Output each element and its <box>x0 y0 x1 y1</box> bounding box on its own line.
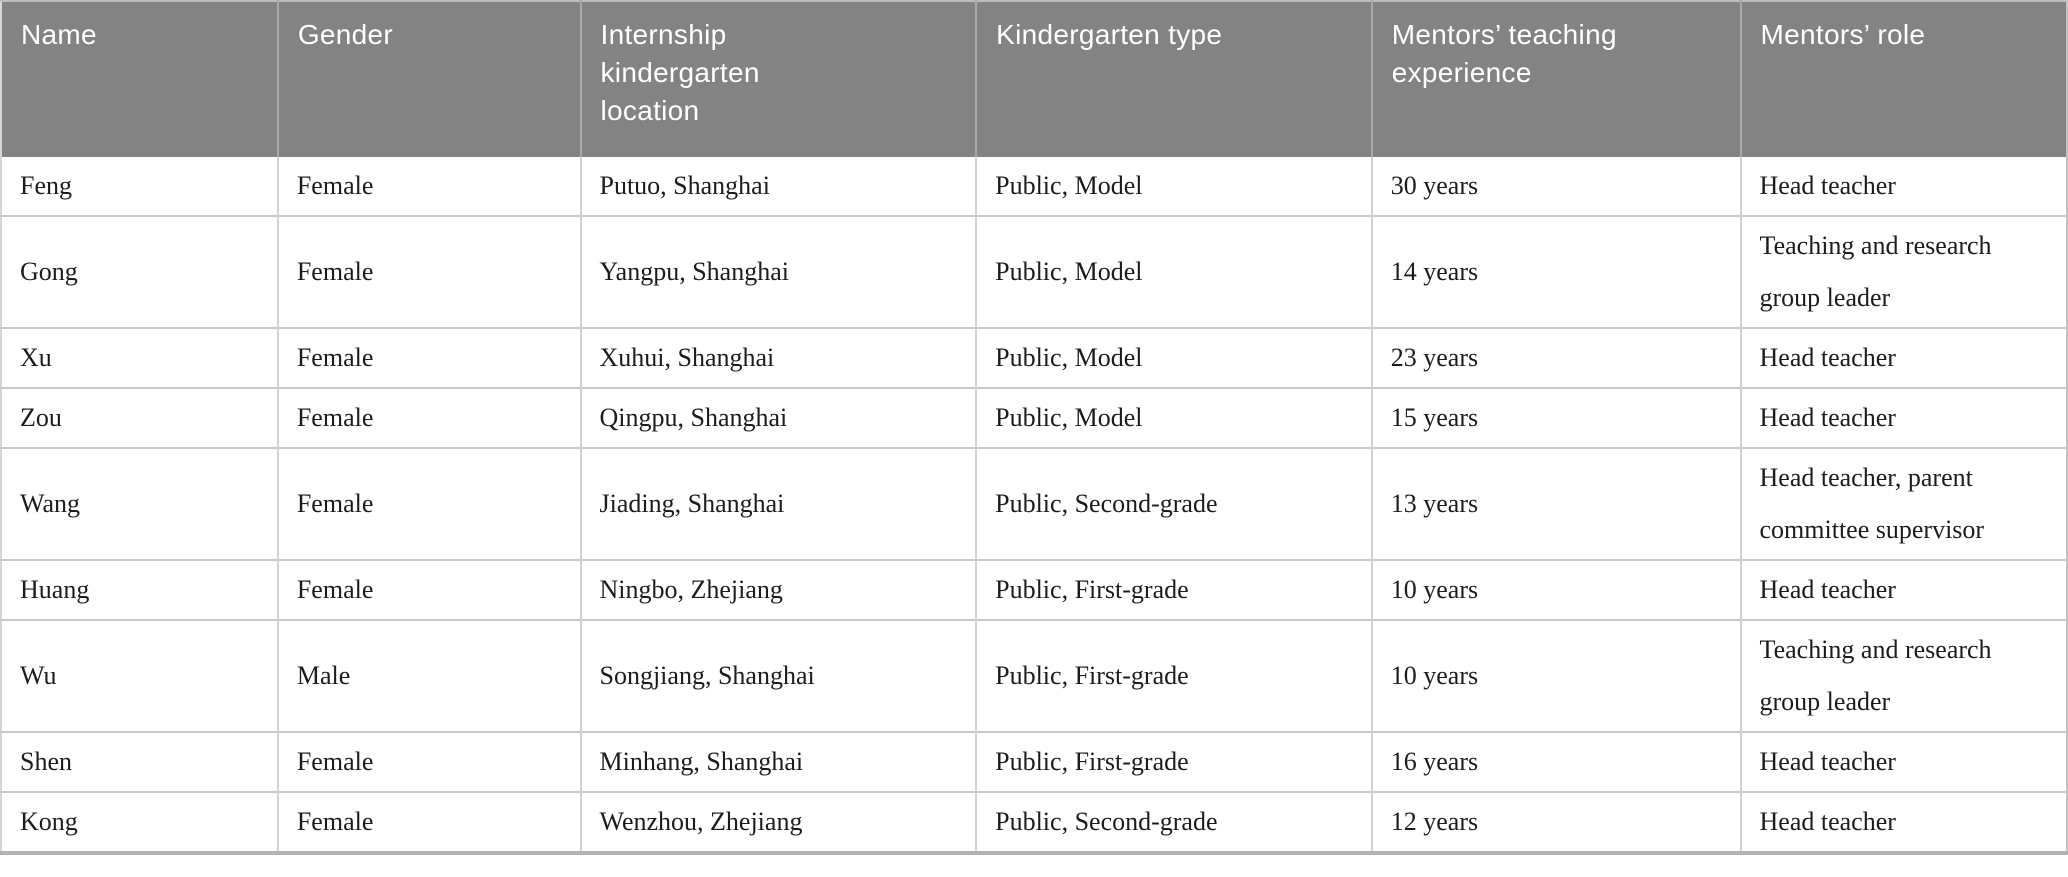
cell-type: Public, Model <box>976 215 1373 328</box>
column-header-type: Kindergarten type <box>976 1 1373 157</box>
table-row-wu: Wu Male Songjiang, Shanghai Public, First-g… <box>1 619 2067 732</box>
cell-type: Public, Second-grade <box>976 791 1373 853</box>
cell-experience: 15 years <box>1371 387 1742 448</box>
table-row-huang: Huang Female Ningbo, Zhejiang Public, First… <box>1 559 2067 620</box>
column-header-label: Name <box>21 19 97 50</box>
participants-table: Name Gender Internship kindergarten locati… <box>0 0 2068 855</box>
cell-type: Public, Model <box>976 327 1373 388</box>
cell-role: Head teacher <box>1740 157 2067 216</box>
cell-name: Kong <box>1 791 279 853</box>
cell-gender: Female <box>277 731 582 792</box>
cell-experience: 30 years <box>1371 157 1742 216</box>
cell-name: Wang <box>1 447 279 560</box>
cell-location: Xuhui, Shanghai <box>580 327 978 388</box>
header-row: Name Gender Internship kindergarten locati… <box>1 1 2067 157</box>
cell-name: Feng <box>1 157 279 216</box>
cell-role: Head teacher <box>1740 791 2067 853</box>
column-header-gender: Gender <box>277 1 582 157</box>
table-row-feng: Feng Female Putuo, Shanghai Public, Model 30… <box>1 157 2067 216</box>
cell-name: Wu <box>1 619 279 732</box>
cell-location: Wenzhou, Zhejiang <box>580 791 978 853</box>
table-header: Name Gender Internship kindergarten locati… <box>1 1 2067 157</box>
cell-location: Yangpu, Shanghai <box>580 215 978 328</box>
cell-type: Public, Second-grade <box>976 447 1373 560</box>
cell-location: Minhang, Shanghai <box>580 731 978 792</box>
table-row-kong: Kong Female Wenzhou, Zhejiang Public, Secon… <box>1 791 2067 853</box>
cell-role: Head teacher, parent committee superviso… <box>1740 447 2067 560</box>
cell-experience: 14 years <box>1371 215 1742 328</box>
cell-gender: Male <box>277 619 582 732</box>
cell-gender: Female <box>277 791 582 853</box>
table-row-gong: Gong Female Yangpu, Shanghai Public, Model 1… <box>1 215 2067 328</box>
cell-role: Head teacher <box>1740 731 2067 792</box>
cell-name: Huang <box>1 559 279 620</box>
cell-type: Public, First-grade <box>976 559 1373 620</box>
cell-name: Gong <box>1 215 279 328</box>
cell-type: Public, Model <box>976 157 1373 216</box>
table-row-xu: Xu Female Xuhui, Shanghai Public, Model 23 y… <box>1 327 2067 388</box>
cell-type: Public, First-grade <box>976 731 1373 792</box>
cell-experience: 13 years <box>1371 447 1742 560</box>
cell-role: Head teacher <box>1740 559 2067 620</box>
cell-name: Xu <box>1 327 279 388</box>
cell-role: Head teacher <box>1740 327 2067 388</box>
participants-table-figure: Name Gender Internship kindergarten locati… <box>0 0 2068 855</box>
cell-location: Songjiang, Shanghai <box>580 619 978 732</box>
column-header-location: Internship kindergarten location <box>580 1 978 157</box>
cell-experience: 16 years <box>1371 731 1742 792</box>
table-body: Feng Female Putuo, Shanghai Public, Model 30… <box>1 157 2067 853</box>
column-header-label: Internship kindergarten location <box>600 19 760 126</box>
cell-experience: 12 years <box>1371 791 1742 853</box>
cell-experience: 10 years <box>1371 619 1742 732</box>
cell-gender: Female <box>277 327 582 388</box>
cell-name: Shen <box>1 731 279 792</box>
cell-name: Zou <box>1 387 279 448</box>
cell-gender: Female <box>277 215 582 328</box>
cell-role: Teaching and research group leader <box>1740 215 2067 328</box>
cell-type: Public, First-grade <box>976 619 1373 732</box>
column-header-label: Gender <box>297 19 394 50</box>
column-header-role: Mentors’ role <box>1740 1 2067 157</box>
cell-role: Teaching and research group leader <box>1740 619 2067 732</box>
column-header-label: Mentors’ role <box>1760 19 1926 50</box>
cell-experience: 23 years <box>1371 327 1742 388</box>
cell-location: Ningbo, Zhejiang <box>580 559 978 620</box>
cell-gender: Female <box>277 447 582 560</box>
table-row-shen: Shen Female Minhang, Shanghai Public, First… <box>1 731 2067 792</box>
column-header-label: Mentors’ teaching experience <box>1391 19 1617 88</box>
cell-type: Public, Model <box>976 387 1373 448</box>
cell-gender: Female <box>277 157 582 216</box>
table-row-wang: Wang Female Jiading, Shanghai Public, Secon… <box>1 447 2067 560</box>
cell-role: Head teacher <box>1740 387 2067 448</box>
cell-location: Putuo, Shanghai <box>580 157 978 216</box>
cell-gender: Female <box>277 559 582 620</box>
column-header-experience: Mentors’ teaching experience <box>1371 1 1742 157</box>
cell-experience: 10 years <box>1371 559 1742 620</box>
cell-gender: Female <box>277 387 582 448</box>
column-header-label: Kindergarten type <box>996 19 1223 50</box>
cell-location: Qingpu, Shanghai <box>580 387 978 448</box>
table-row-zou: Zou Female Qingpu, Shanghai Public, Model 15… <box>1 387 2067 448</box>
cell-location: Jiading, Shanghai <box>580 447 978 560</box>
column-header-name: Name <box>1 1 279 157</box>
